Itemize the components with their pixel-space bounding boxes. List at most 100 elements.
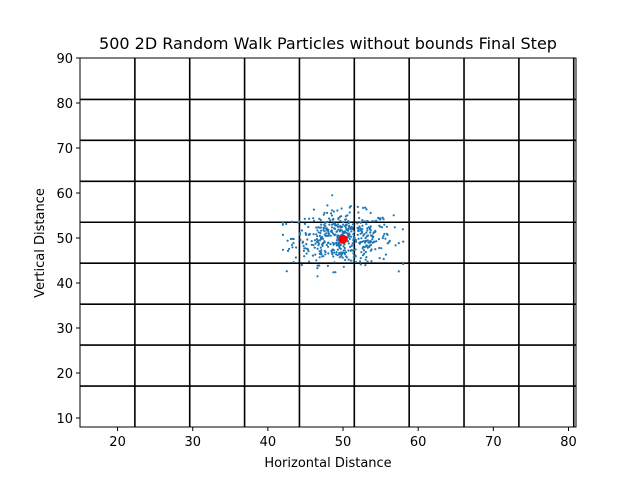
particle-point (317, 226, 320, 229)
particle-point (316, 264, 319, 267)
particle-point (325, 232, 328, 235)
particle-point (313, 239, 317, 242)
particle-point (332, 271, 335, 274)
particle-point (368, 227, 371, 231)
particle-point (295, 246, 298, 249)
particle-point (325, 243, 328, 247)
particle-point (352, 259, 355, 262)
particle-point (308, 217, 311, 220)
particle-point (349, 249, 352, 252)
y-tick-label: 50 (56, 232, 73, 247)
y-axis-label: Vertical Distance (33, 188, 48, 298)
particle-point (359, 257, 362, 260)
particle-point (316, 275, 319, 278)
particle-point (345, 251, 348, 254)
particle-point (301, 240, 305, 243)
particle-point (382, 257, 385, 261)
particle-point (363, 252, 366, 255)
particle-point (358, 241, 361, 244)
particle-point (347, 222, 350, 225)
y-tick-label: 60 (56, 187, 73, 202)
particle-point (288, 247, 291, 251)
x-tick-label: 40 (260, 435, 277, 450)
particle-point (348, 211, 351, 214)
particle-point (319, 251, 323, 254)
particle-point (317, 239, 320, 242)
particle-point (318, 226, 321, 229)
particle-point (339, 219, 342, 223)
particle-point (314, 242, 317, 245)
particle-point (338, 256, 341, 259)
particle-point (370, 220, 374, 223)
particle-point (370, 248, 373, 251)
particle-point (303, 255, 306, 258)
particle-point (337, 228, 340, 231)
particle-point (337, 243, 340, 246)
particle-point (298, 220, 301, 223)
particle-point (352, 233, 355, 236)
particle-point (327, 252, 330, 255)
particle-point (386, 233, 389, 236)
particle-point (355, 240, 358, 243)
particle-point (350, 244, 353, 247)
particle-point (381, 237, 384, 240)
particle-point (305, 252, 308, 255)
particle-point (327, 232, 330, 235)
particle-point (306, 238, 309, 241)
particle-point (285, 270, 288, 273)
particle-point (373, 240, 376, 243)
particle-point (356, 233, 359, 236)
particle-point (316, 267, 319, 270)
particle-point (312, 243, 315, 247)
particle-point (340, 253, 343, 256)
particle-point (363, 233, 366, 236)
particle-point (319, 236, 322, 240)
particle-point (378, 224, 381, 227)
particle-point (344, 218, 348, 221)
particle-point (377, 238, 381, 241)
particle-point (354, 254, 357, 257)
particle-point (331, 248, 334, 251)
particle-point (352, 256, 355, 259)
particle-point (372, 220, 375, 223)
particle-point (307, 260, 311, 263)
particle-point (334, 223, 337, 226)
particle-point (286, 239, 289, 242)
particle-point (324, 253, 327, 256)
particle-point (336, 248, 339, 251)
particle-point (312, 217, 315, 220)
scatter-points (281, 194, 405, 278)
center-marker (338, 234, 348, 244)
particle-point (358, 225, 361, 228)
particle-point (300, 229, 304, 232)
x-tick-label: 70 (485, 435, 502, 450)
particle-point (319, 232, 322, 235)
particle-point (401, 228, 404, 231)
particle-point (360, 231, 364, 234)
particle-point (331, 223, 334, 226)
particle-point (340, 207, 343, 210)
particle-point (292, 261, 295, 264)
particle-point (330, 229, 333, 232)
particle-point (298, 232, 302, 235)
particle-point (337, 218, 340, 221)
x-tick-label: 20 (109, 435, 126, 450)
chart-title: 500 2D Random Walk Particles without bou… (99, 34, 557, 53)
particle-point (354, 238, 358, 242)
particle-point (349, 205, 352, 208)
particle-point (304, 222, 307, 225)
particle-point (392, 214, 395, 217)
particle-point (365, 256, 368, 259)
particle-point (317, 244, 320, 247)
y-tick-label: 40 (56, 277, 73, 292)
center-point (338, 234, 348, 244)
particle-point (374, 248, 377, 251)
particle-point (329, 234, 332, 237)
x-tick-label: 30 (184, 435, 201, 450)
particle-point (361, 224, 364, 227)
particle-point (326, 211, 329, 214)
particle-point (320, 223, 323, 226)
particle-point (314, 253, 317, 256)
particle-point (339, 247, 342, 250)
particle-point (342, 230, 345, 233)
